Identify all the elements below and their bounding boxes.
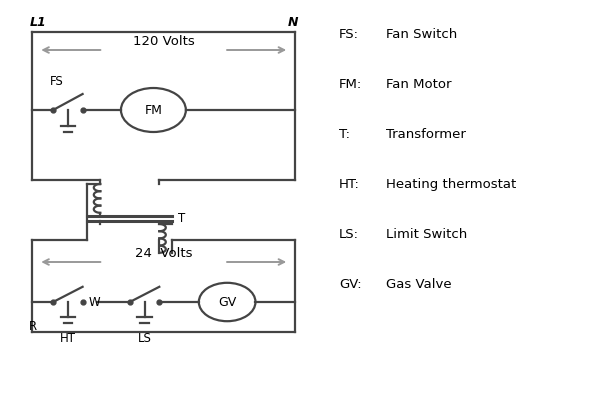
Text: Fan Switch: Fan Switch xyxy=(386,28,458,41)
Text: L1: L1 xyxy=(30,16,46,29)
Text: HT:: HT: xyxy=(339,178,360,191)
Text: LS:: LS: xyxy=(339,228,359,241)
Text: Fan Motor: Fan Motor xyxy=(386,78,452,91)
Text: Gas Valve: Gas Valve xyxy=(386,278,452,291)
Text: Limit Switch: Limit Switch xyxy=(386,228,468,241)
Text: W: W xyxy=(88,296,100,308)
Text: 24  Volts: 24 Volts xyxy=(135,247,192,260)
Text: 120 Volts: 120 Volts xyxy=(133,35,195,48)
Text: FM:: FM: xyxy=(339,78,362,91)
Text: GV: GV xyxy=(218,296,236,308)
Text: T:: T: xyxy=(339,128,350,141)
Text: HT: HT xyxy=(60,332,76,345)
Text: N: N xyxy=(287,16,298,29)
Text: R: R xyxy=(28,320,37,333)
Text: FM: FM xyxy=(145,104,162,116)
Text: FS: FS xyxy=(50,75,64,88)
Text: GV:: GV: xyxy=(339,278,362,291)
Text: Transformer: Transformer xyxy=(386,128,466,141)
Text: Heating thermostat: Heating thermostat xyxy=(386,178,517,191)
Text: LS: LS xyxy=(137,332,152,345)
Text: T: T xyxy=(178,212,185,225)
Text: FS:: FS: xyxy=(339,28,359,41)
